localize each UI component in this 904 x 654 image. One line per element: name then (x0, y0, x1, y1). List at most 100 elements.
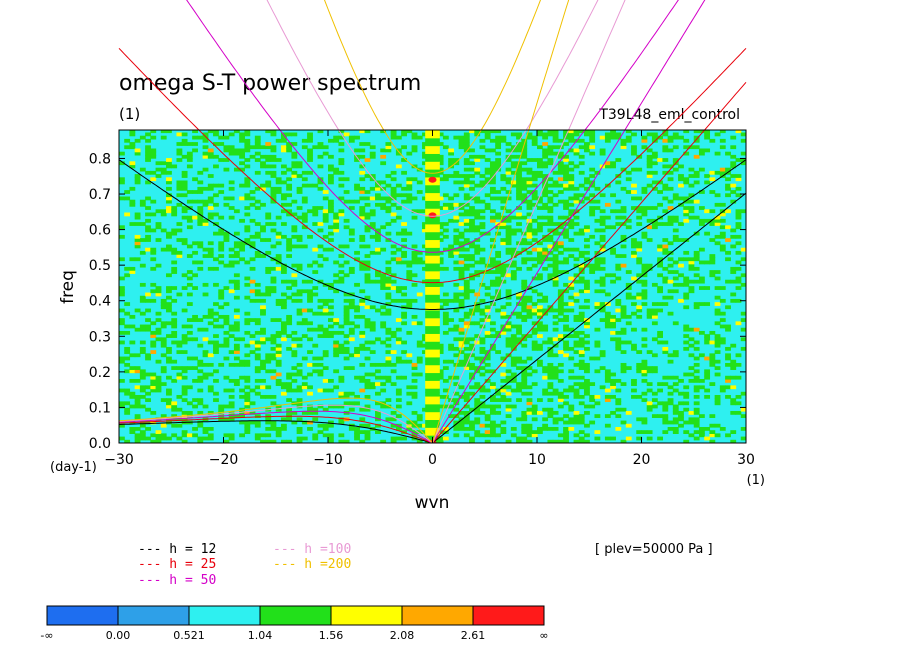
field-cell (145, 292, 151, 297)
field-cell (192, 135, 198, 140)
field-cell (516, 164, 522, 169)
zero-wavenumber-cell (425, 184, 440, 190)
field-cell (474, 404, 481, 409)
field-cell (599, 247, 606, 252)
field-cell (223, 263, 230, 268)
field-cell (578, 350, 585, 354)
field-cell (166, 359, 172, 364)
field-cell (641, 420, 648, 425)
field-cell (322, 298, 329, 303)
field-cell (495, 225, 502, 230)
colorbar-swatch (472, 605, 545, 626)
field-cell (124, 145, 131, 150)
field-cell (463, 266, 470, 271)
field-cell (202, 404, 209, 409)
field-cell (181, 340, 188, 345)
field-cell (552, 193, 559, 198)
field-cell (275, 343, 282, 348)
field-cell (333, 225, 340, 230)
field-cell (552, 410, 559, 415)
field-cell (395, 388, 402, 393)
field-cell (474, 167, 481, 172)
field-cell (693, 199, 700, 204)
field-cell (197, 436, 204, 441)
field-cell (343, 273, 350, 278)
field-cell (207, 254, 214, 258)
field-cell (636, 167, 643, 172)
field-cell (740, 327, 746, 332)
field-cell (516, 177, 522, 182)
field-cell (145, 324, 151, 329)
field-cell (411, 215, 418, 220)
field-cell (145, 212, 151, 217)
field-cell (547, 158, 554, 162)
field-cell (307, 138, 313, 143)
field-cell (233, 260, 240, 265)
field-cell (254, 318, 261, 322)
field-cell (510, 433, 517, 438)
field-cell (641, 231, 648, 236)
field-cell (557, 398, 564, 402)
field-cell (401, 130, 407, 134)
field-cell (422, 209, 428, 214)
field-cell (735, 362, 742, 367)
field-cell (134, 222, 141, 226)
field-cell (181, 154, 188, 159)
field-cell (260, 298, 266, 303)
field-cell (139, 346, 146, 351)
field-cell (489, 334, 496, 338)
field-cell (244, 276, 251, 281)
field-cell (730, 343, 737, 348)
field-cell (495, 145, 502, 150)
field-cell (359, 430, 366, 434)
field-cell (672, 388, 679, 393)
field-cell (542, 174, 549, 178)
field-cell (510, 161, 517, 166)
field-cell (568, 417, 575, 422)
field-cell (395, 404, 402, 409)
field-cell (526, 334, 533, 338)
field-cell (228, 388, 235, 393)
field-cell (615, 330, 622, 335)
field-cell (479, 174, 486, 178)
field-cell (510, 356, 517, 361)
colorbar-label: 2.08 (390, 629, 415, 642)
field-cell (395, 298, 402, 303)
field-cell (463, 254, 470, 258)
field-cell (463, 282, 470, 287)
field-cell (714, 295, 721, 300)
field-cell (385, 199, 392, 204)
field-cell (453, 382, 460, 386)
field-cell (479, 270, 486, 274)
field-cell (610, 193, 616, 198)
field-cell (422, 260, 428, 265)
field-cell (615, 158, 622, 162)
field-cell (119, 321, 125, 326)
field-cell (688, 199, 695, 204)
field-cell (129, 353, 136, 358)
field-cell (531, 311, 538, 316)
field-cell (578, 401, 585, 406)
y-tick-label: 0.1 (89, 400, 111, 416)
field-cell (354, 135, 360, 140)
field-cell (139, 350, 146, 354)
field-cell (369, 177, 376, 182)
field-cell (254, 321, 261, 326)
field-cell (416, 417, 423, 422)
field-cell (521, 359, 528, 364)
field-cell (578, 436, 585, 441)
field-cell (604, 369, 611, 374)
field-cell (693, 273, 700, 278)
field-cell (479, 356, 486, 361)
field-cell (448, 174, 454, 178)
field-cell (333, 369, 340, 374)
field-cell (489, 174, 496, 178)
field-cell (557, 215, 564, 220)
field-cell (390, 330, 397, 335)
field-cell (651, 308, 658, 313)
field-cell (275, 334, 282, 338)
field-cell (155, 378, 162, 383)
field-cell (338, 130, 345, 134)
field-cell (453, 234, 460, 239)
field-cell (186, 366, 193, 370)
